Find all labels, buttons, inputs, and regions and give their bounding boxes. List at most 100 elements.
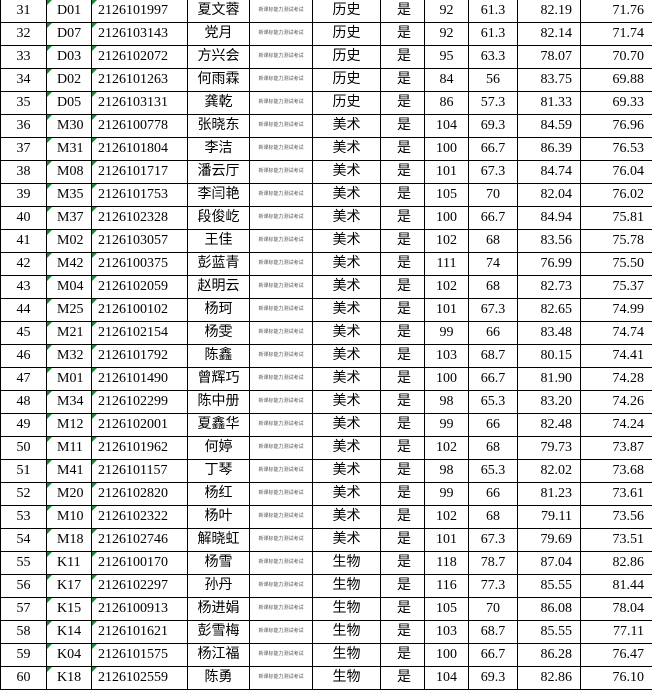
note: 新课标能力测试考试 xyxy=(250,667,313,690)
score: 100 xyxy=(425,138,469,161)
text-number-indicator xyxy=(92,299,97,304)
note: 新课标能力测试考试 xyxy=(250,621,313,644)
note: 新课标能力测试考试 xyxy=(250,230,313,253)
score-converted: 69.3 xyxy=(469,667,518,690)
text-number-indicator xyxy=(47,598,52,603)
score-interview: 82.86 xyxy=(518,667,581,690)
score-interview: 83.20 xyxy=(518,391,581,414)
score-converted: 65.3 xyxy=(469,460,518,483)
status: 是 xyxy=(381,667,425,690)
student-id: 2126101717 xyxy=(92,161,188,184)
text-number-indicator xyxy=(92,391,97,396)
name: 孙丹 xyxy=(188,575,250,598)
note: 新课标能力测试考试 xyxy=(250,575,313,598)
note: 新课标能力测试考试 xyxy=(250,552,313,575)
row-number: 54 xyxy=(0,529,47,552)
code: D02 xyxy=(47,69,92,92)
subject: 美术 xyxy=(313,345,381,368)
student-id: 2126102072 xyxy=(92,46,188,69)
name: 丁琴 xyxy=(188,460,250,483)
name: 解晓虹 xyxy=(188,529,250,552)
subject: 生物 xyxy=(313,644,381,667)
note: 新课标能力测试考试 xyxy=(250,253,313,276)
name: 张晓东 xyxy=(188,115,250,138)
text-number-indicator xyxy=(47,460,52,465)
status: 是 xyxy=(381,575,425,598)
code: M18 xyxy=(47,529,92,552)
subject: 美术 xyxy=(313,207,381,230)
score: 102 xyxy=(425,506,469,529)
row-number: 37 xyxy=(0,138,47,161)
score: 101 xyxy=(425,299,469,322)
student-id: 2126100170 xyxy=(92,552,188,575)
score: 100 xyxy=(425,644,469,667)
score-converted: 66 xyxy=(469,322,518,345)
text-number-indicator xyxy=(92,437,97,442)
text-number-indicator xyxy=(47,46,52,51)
name: 何雨霖 xyxy=(188,69,250,92)
student-id: 2126102820 xyxy=(92,483,188,506)
text-number-indicator xyxy=(47,552,52,557)
text-number-indicator xyxy=(92,207,97,212)
score-interview: 81.23 xyxy=(518,483,581,506)
score-converted: 61.3 xyxy=(469,23,518,46)
row-number: 55 xyxy=(0,552,47,575)
status: 是 xyxy=(381,391,425,414)
score: 92 xyxy=(425,23,469,46)
score-interview: 82.65 xyxy=(518,299,581,322)
score-interview: 83.75 xyxy=(518,69,581,92)
note: 新课标能力测试考试 xyxy=(250,69,313,92)
text-number-indicator xyxy=(47,115,52,120)
student-id: 2126102297 xyxy=(92,575,188,598)
score-converted: 56 xyxy=(469,69,518,92)
note: 新课标能力测试考试 xyxy=(250,92,313,115)
subject: 美术 xyxy=(313,460,381,483)
row-number: 53 xyxy=(0,506,47,529)
status: 是 xyxy=(381,207,425,230)
name: 杨进娟 xyxy=(188,598,250,621)
name: 陈中册 xyxy=(188,391,250,414)
code: M31 xyxy=(47,138,92,161)
score: 104 xyxy=(425,667,469,690)
text-number-indicator xyxy=(92,414,97,419)
name: 杨雯 xyxy=(188,322,250,345)
score-converted: 69.3 xyxy=(469,115,518,138)
text-number-indicator xyxy=(92,276,97,281)
student-id: 2126101157 xyxy=(92,460,188,483)
row-number: 41 xyxy=(0,230,47,253)
text-number-indicator xyxy=(47,0,52,5)
student-id: 2126101575 xyxy=(92,644,188,667)
code: M42 xyxy=(47,253,92,276)
text-number-indicator xyxy=(47,483,52,488)
row-number: 42 xyxy=(0,253,47,276)
name: 曾辉巧 xyxy=(188,368,250,391)
score-interview: 84.74 xyxy=(518,161,581,184)
score-total: 71.74 xyxy=(581,23,652,46)
code: M08 xyxy=(47,161,92,184)
subject: 美术 xyxy=(313,299,381,322)
name: 彭蓝青 xyxy=(188,253,250,276)
text-number-indicator xyxy=(47,92,52,97)
score-interview: 82.02 xyxy=(518,460,581,483)
subject: 美术 xyxy=(313,230,381,253)
name: 王佳 xyxy=(188,230,250,253)
note: 新课标能力测试考试 xyxy=(250,437,313,460)
score-converted: 66.7 xyxy=(469,138,518,161)
score-interview: 82.73 xyxy=(518,276,581,299)
note: 新课标能力测试考试 xyxy=(250,184,313,207)
subject: 美术 xyxy=(313,506,381,529)
score-total: 76.10 xyxy=(581,667,652,690)
note: 新课标能力测试考试 xyxy=(250,0,313,23)
score-total: 74.41 xyxy=(581,345,652,368)
status: 是 xyxy=(381,506,425,529)
note: 新课标能力测试考试 xyxy=(250,23,313,46)
text-number-indicator xyxy=(92,322,97,327)
row-number: 49 xyxy=(0,414,47,437)
score: 99 xyxy=(425,483,469,506)
score-converted: 78.7 xyxy=(469,552,518,575)
subject: 历史 xyxy=(313,46,381,69)
note: 新课标能力测试考试 xyxy=(250,276,313,299)
text-number-indicator xyxy=(92,184,97,189)
score-total: 81.44 xyxy=(581,575,652,598)
score: 86 xyxy=(425,92,469,115)
